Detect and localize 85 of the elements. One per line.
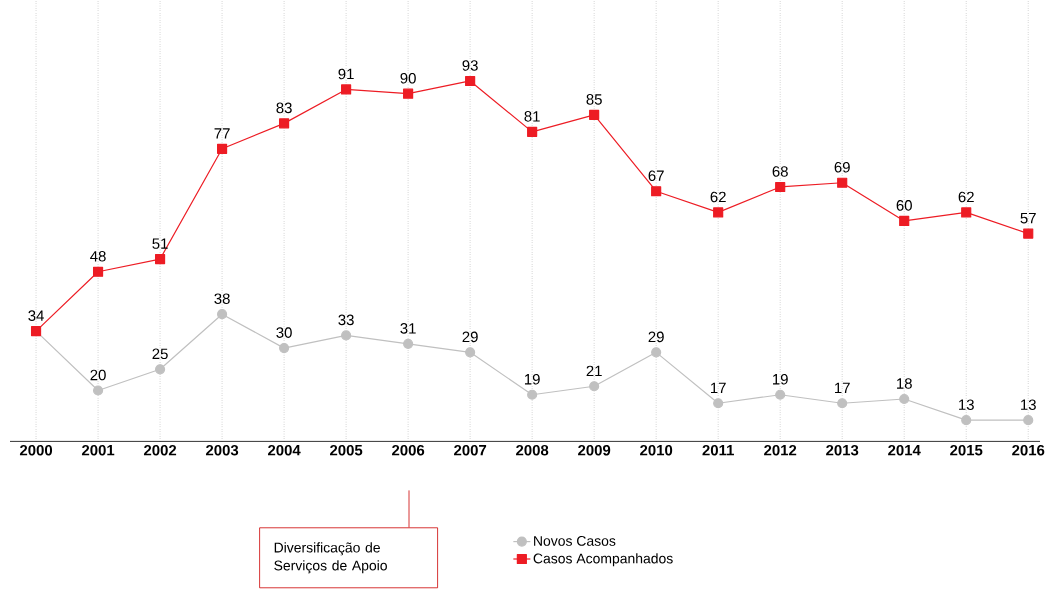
point (775, 389, 786, 400)
point (527, 389, 538, 400)
point (899, 393, 910, 404)
data-label: 90 (400, 72, 416, 84)
point (837, 177, 848, 188)
point (1023, 228, 1034, 239)
point (92, 266, 104, 277)
data-label: 21 (586, 365, 602, 376)
point (155, 253, 166, 264)
point (1023, 414, 1034, 426)
data-label: 81 (524, 110, 540, 122)
legend-label: Novos Casos (534, 535, 616, 546)
point (279, 118, 290, 129)
point (651, 347, 662, 358)
point (279, 342, 290, 353)
x-tick-label: 2013 (826, 444, 859, 456)
point (899, 215, 910, 226)
point (403, 338, 414, 349)
point (837, 397, 848, 409)
data-label: 62 (958, 191, 974, 203)
data-label: 20 (90, 369, 106, 381)
data-label: 25 (152, 348, 168, 359)
data-label: 85 (586, 93, 602, 105)
x-tick-label: 2001 (81, 444, 115, 456)
point (92, 385, 104, 396)
data-label: 34 (28, 310, 44, 321)
data-label: 30 (276, 327, 292, 338)
data-label: 67 (648, 170, 664, 181)
point (589, 109, 600, 120)
point (775, 181, 786, 192)
data-label: 29 (462, 331, 478, 342)
x-tick-label: 2002 (143, 444, 177, 456)
point (589, 381, 600, 392)
point (961, 414, 972, 426)
x-tick-label: 2004 (267, 444, 301, 456)
point (403, 88, 414, 99)
data-label: 17 (711, 382, 726, 393)
data-label: 13 (1021, 399, 1036, 410)
point (465, 347, 476, 358)
data-label: 57 (1020, 212, 1036, 224)
data-label: 31 (400, 322, 416, 334)
x-tick-label: 2014 (888, 444, 921, 456)
point (217, 308, 228, 320)
point (961, 207, 972, 218)
legend-label: Casos Acompanhados (533, 553, 673, 567)
point (713, 397, 724, 409)
x-tick-label: 2007 (454, 444, 487, 456)
point (651, 185, 662, 197)
data-label: 68 (772, 166, 788, 177)
x-tick-label: 2005 (330, 444, 363, 456)
data-label: 60 (896, 199, 912, 211)
text: Diversificação de Serviços de Apoio (274, 542, 387, 574)
point (341, 84, 352, 95)
x-tick-label: 2003 (205, 444, 239, 456)
x-tick-label: 2008 (516, 444, 549, 456)
x-tick-label: 2009 (578, 444, 611, 456)
data-label: 38 (214, 293, 230, 304)
point (465, 75, 476, 86)
data-label: 91 (338, 68, 354, 80)
x-tick-label: 2016 (1012, 444, 1045, 456)
point (217, 143, 228, 154)
x-tick-label: 2010 (640, 444, 673, 456)
data-label: 69 (834, 161, 850, 173)
data-label: 18 (897, 378, 912, 389)
point (155, 364, 166, 375)
x-tick-label: 2012 (764, 444, 797, 456)
data-label: 83 (276, 102, 292, 113)
x-tick-label: 2000 (19, 444, 53, 456)
data-label: 19 (524, 373, 540, 385)
x-tick-label: 2011 (702, 444, 734, 456)
x-tick-label: 2006 (392, 444, 425, 456)
point (341, 330, 352, 341)
data-label: 33 (338, 314, 354, 325)
data-label: 19 (773, 373, 788, 385)
x-tick-label: 2015 (950, 444, 983, 456)
data-label: 93 (462, 59, 478, 71)
data-label: 51 (152, 238, 168, 249)
data-label: 13 (959, 399, 974, 410)
point (527, 126, 538, 137)
data-label: 77 (214, 128, 230, 139)
data-label: 29 (648, 331, 664, 342)
data-label: 62 (710, 191, 726, 203)
data-label: 17 (835, 382, 850, 393)
point (713, 207, 724, 218)
data-label: 48 (90, 250, 106, 262)
